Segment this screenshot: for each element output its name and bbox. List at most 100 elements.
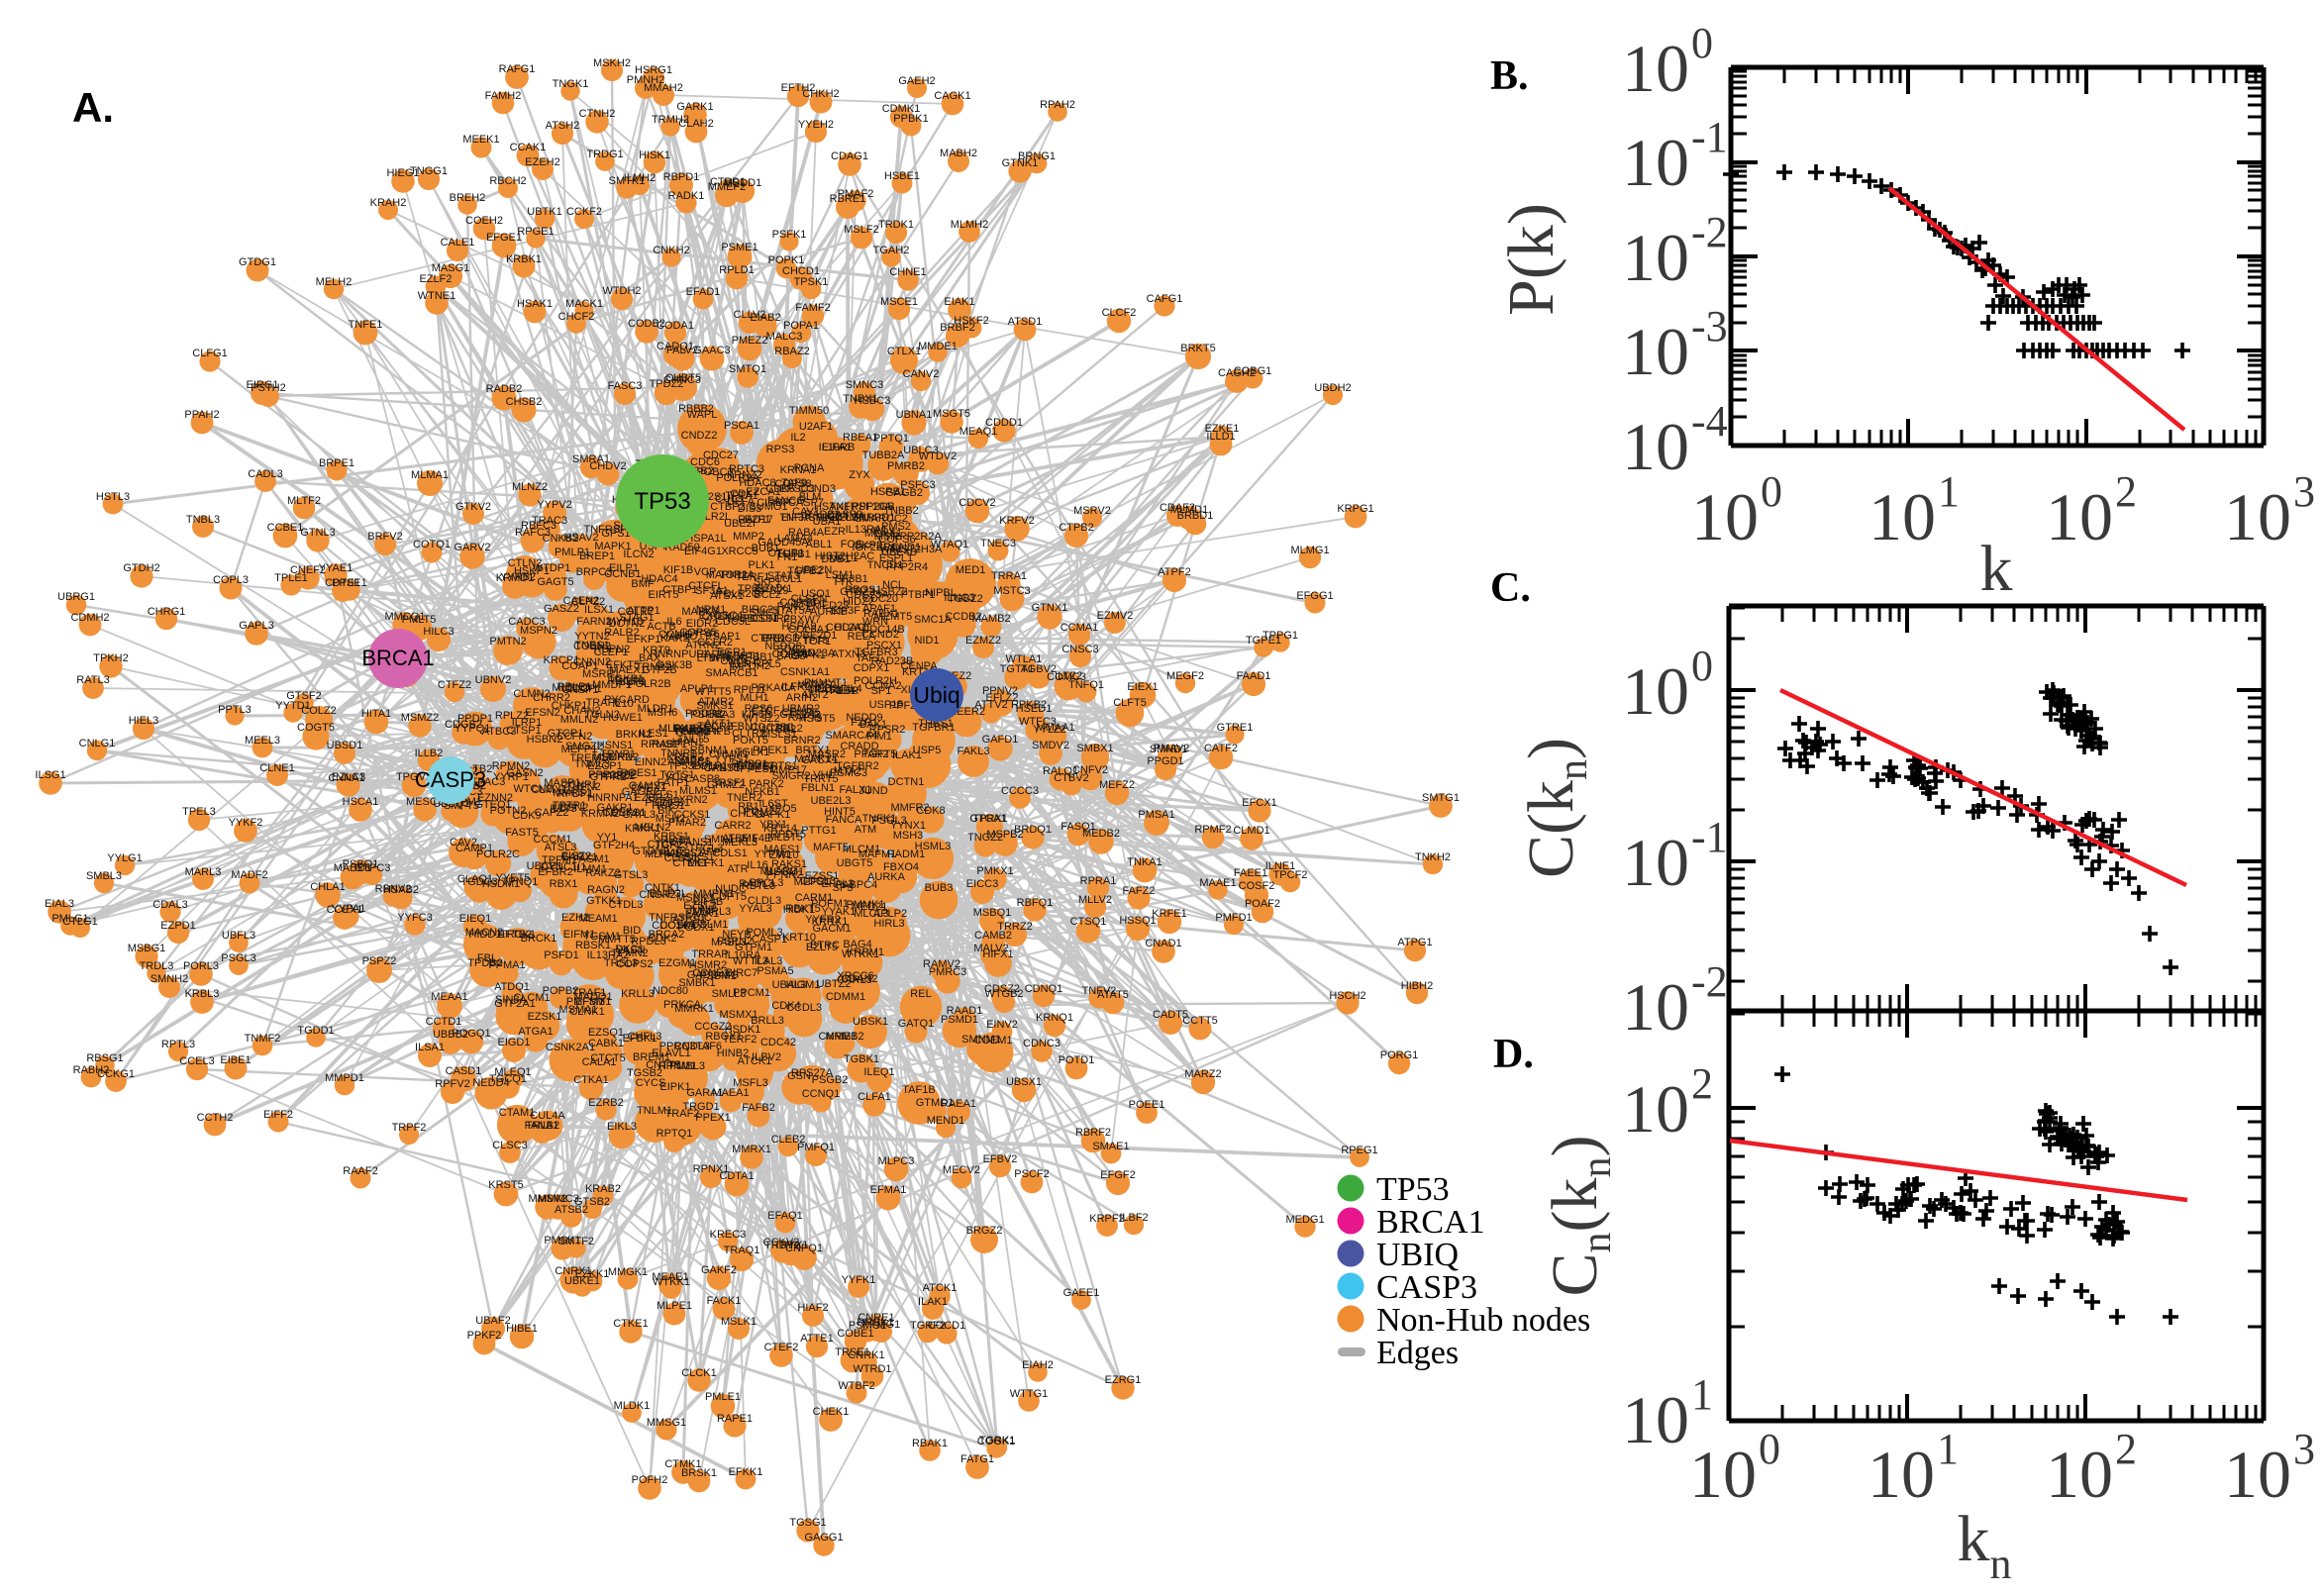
svg-text:NID1: NID1 [914, 635, 939, 647]
svg-text:SMBX1: SMBX1 [1076, 743, 1113, 754]
svg-text:EFBR2: EFBR2 [538, 866, 572, 878]
svg-text:PPTQ1: PPTQ1 [873, 433, 909, 445]
svg-text:EINV2: EINV2 [986, 1019, 1018, 1031]
svg-text:ACTB: ACTB [647, 621, 675, 633]
svg-text:WAPL: WAPL [687, 409, 718, 421]
svg-text:TIMM50: TIMM50 [789, 405, 829, 417]
svg-text:SMARCC2: SMARCC2 [855, 513, 908, 525]
svg-text:GTBZ2: GTBZ2 [840, 586, 874, 598]
svg-text:MMCQ1: MMCQ1 [385, 611, 426, 623]
svg-text:CNLG1: CNLG1 [79, 738, 116, 749]
svg-text:10: 10 [1622, 31, 1689, 106]
svg-text:KARS: KARS [660, 633, 690, 645]
svg-text:CTKA1: CTKA1 [573, 1074, 608, 1086]
svg-text:HIEG1: HIEG1 [386, 167, 419, 179]
svg-text:TGFB1: TGFB1 [775, 549, 810, 560]
svg-text:EIAL3: EIAL3 [45, 898, 74, 910]
svg-text:YYFC3: YYFC3 [397, 912, 432, 924]
svg-text:PSPZ2: PSPZ2 [362, 955, 397, 967]
svg-text:FBXO4: FBXO4 [883, 861, 919, 873]
svg-text:BRGZ2: BRGZ2 [966, 1225, 1003, 1237]
svg-text:RBAK1: RBAK1 [912, 1438, 948, 1449]
svg-text:PSCT5: PSCT5 [645, 797, 679, 809]
svg-text:POTD1: POTD1 [1059, 1054, 1095, 1066]
svg-text:RATL3: RATL3 [76, 674, 109, 686]
svg-text:TP53: TP53 [634, 488, 690, 515]
svg-text:CASP9: CASP9 [827, 509, 862, 521]
svg-text:POFH2: POFH2 [632, 1474, 668, 1486]
svg-text:PRKACA: PRKACA [751, 682, 796, 694]
svg-text:MSN: MSN [874, 531, 899, 543]
svg-text:EZMZ2: EZMZ2 [965, 635, 1001, 647]
svg-text:FAFZ2: FAFZ2 [1122, 885, 1155, 897]
svg-text:COLR2: COLR2 [618, 606, 655, 618]
svg-text:ATBC3: ATBC3 [482, 726, 517, 738]
svg-text:AURKB: AURKB [810, 606, 848, 618]
svg-text:CHEK1: CHEK1 [813, 1406, 850, 1418]
svg-text:ESPL1: ESPL1 [879, 552, 913, 564]
svg-text:RPTQ1: RPTQ1 [656, 1128, 693, 1140]
svg-text:ATDQ1: ATDQ1 [494, 981, 530, 993]
svg-text:TPDB2: TPDB2 [467, 957, 502, 969]
svg-text:DFFA: DFFA [727, 496, 756, 508]
svg-text:MSLK1: MSLK1 [721, 1316, 757, 1328]
svg-text:SMC1A: SMC1A [914, 614, 953, 626]
svg-text:KRRR2: KRRR2 [666, 751, 703, 763]
svg-text:PPSE1: PPSE1 [332, 577, 366, 589]
svg-text:PPP2R4: PPP2R4 [886, 561, 928, 573]
svg-text:CTCFL: CTCFL [688, 580, 723, 592]
svg-text:MEAA1: MEAA1 [431, 991, 467, 1003]
svg-text:PORL3: PORL3 [183, 960, 219, 972]
svg-text:EZEH2: EZEH2 [525, 156, 559, 168]
svg-text:IL10: IL10 [612, 698, 633, 710]
svg-text:TPSK1: TPSK1 [794, 276, 829, 288]
svg-text:ELN: ELN [730, 658, 751, 670]
svg-text:EFGF2: EFGF2 [1100, 1169, 1135, 1181]
svg-text:YYPA1: YYPA1 [332, 903, 366, 915]
svg-text:CDC42: CDC42 [760, 1037, 796, 1048]
svg-text:TUBB2A: TUBB2A [862, 449, 905, 461]
svg-text:SMTG1: SMTG1 [1422, 792, 1460, 804]
svg-text:XRCC5: XRCC5 [721, 546, 758, 557]
svg-text:UBE4B: UBE4B [881, 547, 917, 558]
svg-text:FAFB2: FAFB2 [742, 1102, 775, 1114]
svg-text:Ubiq: Ubiq [913, 682, 960, 708]
svg-text:1: 1 [1938, 467, 1960, 516]
svg-text:ATSB2: ATSB2 [555, 1204, 588, 1216]
svg-text:1: 1 [1691, 1370, 1713, 1419]
svg-text:PMLE1: PMLE1 [705, 1391, 741, 1403]
svg-text:HDAC4: HDAC4 [641, 573, 677, 585]
svg-text:RPMF2: RPMF2 [1194, 824, 1231, 836]
svg-text:YYPV2: YYPV2 [537, 499, 571, 511]
svg-text:TNKA1: TNKA1 [1127, 856, 1162, 868]
svg-text:CCEL3: CCEL3 [179, 1055, 214, 1067]
svg-text:SMC3: SMC3 [750, 607, 780, 619]
svg-text:Non-Hub nodes: Non-Hub nodes [1376, 1302, 1590, 1339]
svg-text:PSFD1: PSFD1 [544, 949, 578, 961]
svg-text:POEE1: POEE1 [1129, 1099, 1165, 1111]
svg-text:SMARCA4: SMARCA4 [825, 730, 877, 742]
svg-text:PKMYT1: PKMYT1 [804, 677, 848, 689]
svg-text:HIDD1: HIDD1 [468, 929, 501, 941]
svg-text:3: 3 [2293, 1425, 2315, 1473]
svg-text:SF3B1: SF3B1 [835, 573, 868, 585]
svg-text:CHNE1: CHNE1 [889, 266, 926, 278]
svg-text:CCNB1: CCNB1 [604, 568, 641, 580]
svg-text:FASC3: FASC3 [608, 380, 643, 392]
svg-text:COPS3: COPS3 [779, 597, 816, 609]
svg-text:DIS3: DIS3 [738, 503, 761, 515]
svg-text:HISK1: HISK1 [639, 150, 670, 161]
svg-text:UBA3: UBA3 [707, 709, 736, 721]
svg-text:MSBQ1: MSBQ1 [973, 907, 1012, 919]
svg-text:10: 10 [1691, 479, 1759, 554]
svg-text:CENPA: CENPA [900, 660, 938, 672]
svg-text:MMGK1: MMGK1 [608, 1266, 648, 1278]
svg-text:MAPK14: MAPK14 [794, 753, 837, 765]
svg-text:CSNK1A1: CSNK1A1 [780, 666, 830, 678]
svg-text:FALX1: FALX1 [839, 784, 871, 796]
svg-text:SMKS1: SMKS1 [696, 700, 733, 712]
svg-text:EFTB2: EFTB2 [498, 929, 532, 941]
svg-text:MAAE1: MAAE1 [1199, 877, 1236, 889]
svg-text:HDAC8: HDAC8 [739, 477, 775, 489]
svg-text:TAF1: TAF1 [856, 652, 881, 664]
